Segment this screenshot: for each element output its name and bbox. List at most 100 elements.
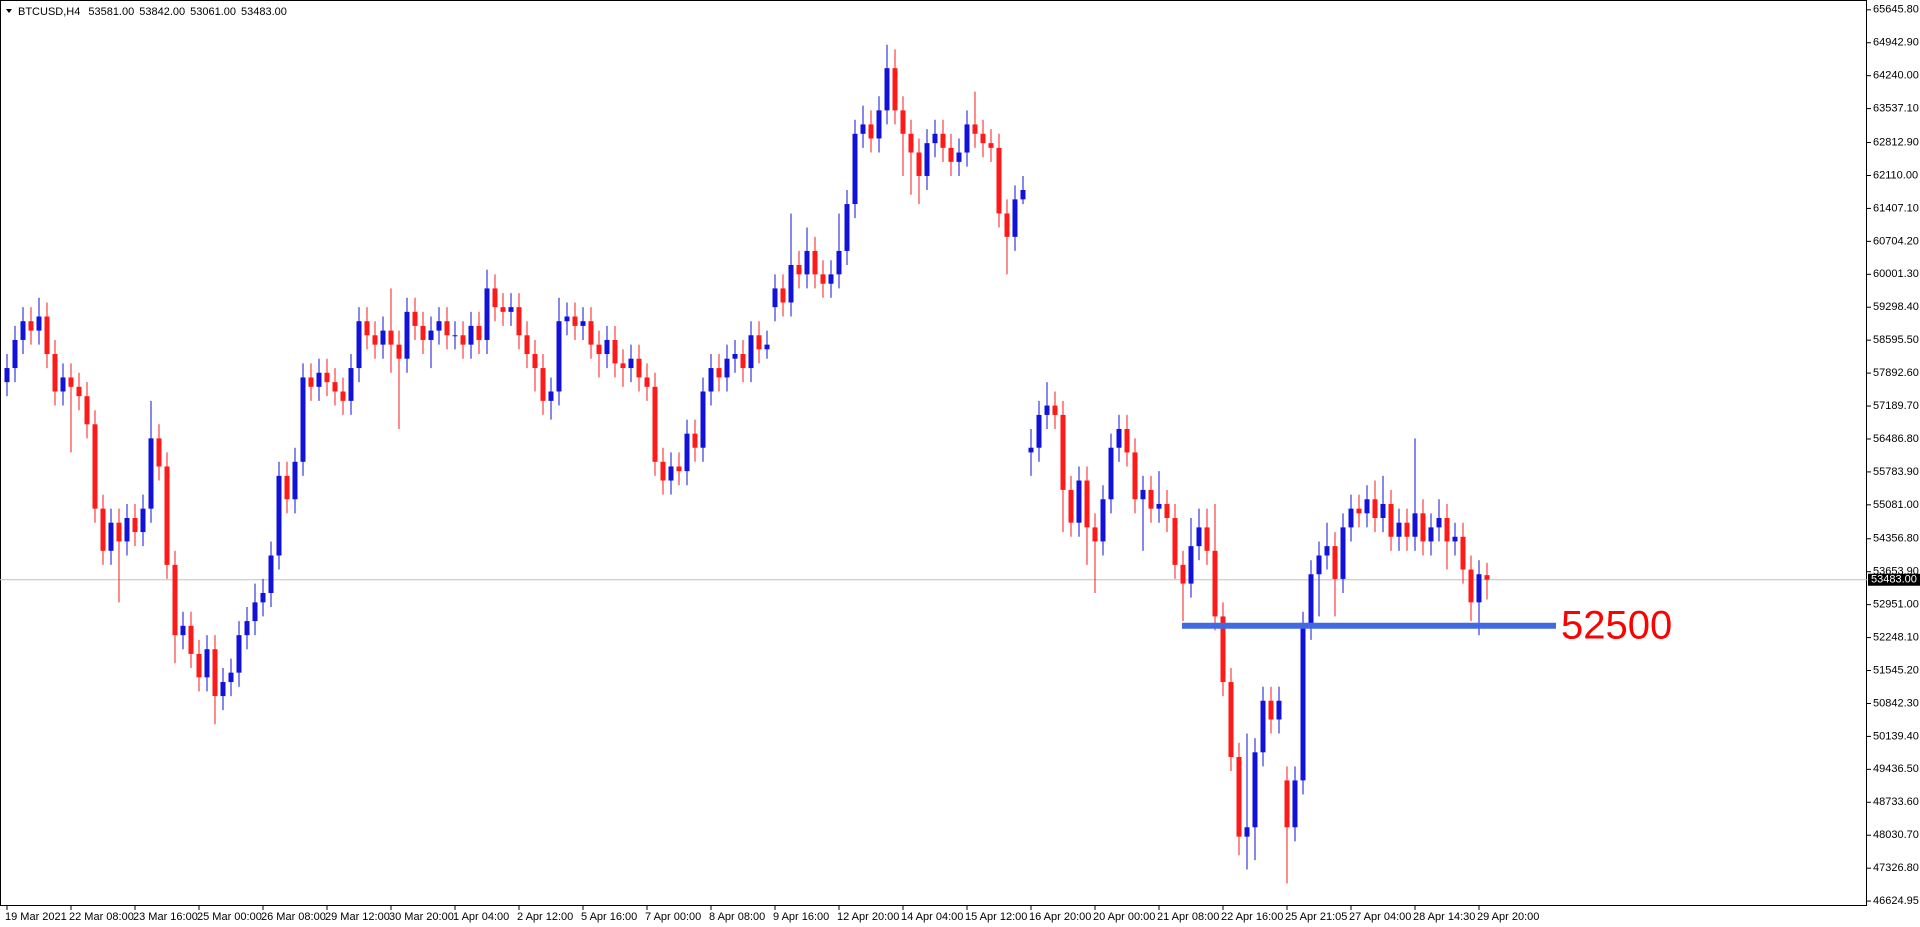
candle-body [628,358,634,369]
y-tick-label: 62110.00 [1873,169,1918,181]
candle-body [284,475,290,500]
candle-body [1228,682,1234,757]
x-tick-label: 9 Apr 16:00 [773,911,829,923]
candle-body [428,330,434,340]
candle-body [708,368,714,392]
candle-body [452,335,458,337]
candle-body [1180,564,1186,584]
candle-body [1428,527,1434,542]
candle-body [604,339,610,355]
x-tick-label: 20 Apr 00:00 [1093,911,1155,923]
candle-body [644,377,650,387]
candle-body [796,264,802,275]
x-tick-label: 12 Apr 20:00 [837,911,899,923]
y-tick-label: 48030.70 [1873,829,1919,841]
candle-body [596,344,602,355]
candle-body [1132,452,1138,500]
candle-body [1140,489,1146,500]
candle-body [716,368,722,378]
candle-body [900,110,906,134]
candle-body [364,321,370,336]
candle-body [812,250,818,275]
candle-body [540,368,546,401]
candle-body [252,602,258,622]
y-tick-label: 65645.80 [1873,4,1919,16]
candle-body [1076,480,1082,523]
candle-body [1348,508,1354,528]
candle-body [1284,780,1290,828]
candle-body [1204,527,1210,551]
candle-body [1244,827,1250,837]
candle-body [140,508,146,533]
header-value: 53581.00 [88,6,134,18]
candle-body [1172,518,1178,565]
candle-body [1252,752,1258,828]
candle-body [1308,574,1314,626]
candle-body [124,518,130,542]
y-tick-label: 64240.00 [1873,70,1919,82]
bid-label: 53483.00 [1871,574,1917,586]
y-tick-label: 64942.90 [1873,37,1919,49]
y-tick-label: 62812.90 [1873,136,1919,148]
y-tick-label: 46624.95 [1873,895,1919,907]
candle-body [1364,499,1370,514]
candle-body [780,288,786,303]
candle-body [1108,447,1114,500]
y-tick-label: 57189.70 [1873,400,1919,412]
y-tick-label: 55081.00 [1873,499,1919,511]
x-tick-label: 25 Apr 21:05 [1285,911,1347,923]
candle-body [1420,513,1426,542]
x-tick-label: 7 Apr 00:00 [645,911,701,923]
candle-body [1092,527,1098,542]
candle-body [316,372,322,387]
y-tick-label: 56486.80 [1873,433,1919,445]
x-tick-label: 19 Mar 2021 [5,911,67,923]
candle-body [1484,575,1490,580]
y-tick-label: 54356.80 [1873,533,1919,545]
candle-body [68,377,74,387]
y-tick-label: 51545.20 [1873,664,1919,676]
candle-body [588,321,594,345]
candle-body [1404,522,1410,537]
candle-body [76,386,82,397]
candle-body [508,307,514,312]
candle-body [60,377,66,392]
candle-body [228,672,234,683]
x-tick-label: 8 Apr 08:00 [709,911,765,923]
candle-body [572,316,578,326]
candle-body [580,321,586,326]
candle-body [828,274,834,284]
candle-body [1084,480,1090,528]
candle-body [532,354,538,369]
candle-body [636,358,642,378]
candle-body [916,152,922,176]
level-label: 52500 [1561,603,1672,647]
candle-body [908,133,914,153]
candle-body [1340,527,1346,579]
candle-body [4,368,10,383]
candle-body [420,325,426,340]
y-tick-label: 63537.10 [1873,103,1919,115]
x-tick-label: 28 Apr 14:30 [1413,911,1475,923]
candle-body [724,358,730,378]
candle-body [380,330,386,345]
y-tick-label: 55783.90 [1873,466,1919,478]
candle-body [956,152,962,162]
candle-body [740,354,746,369]
header-value: 53483.00 [241,6,287,18]
plot-frame [0,0,1867,906]
x-tick-label: 23 Mar 16:00 [133,911,198,923]
candle-body [292,461,298,500]
candle-body [1324,546,1330,556]
candle-body [396,344,402,359]
y-tick-label: 50139.40 [1873,730,1919,742]
y-tick-label: 58595.50 [1873,334,1919,346]
header-value: 53842.00 [139,6,185,18]
candle-body [1236,756,1242,837]
candle-body [1196,527,1202,547]
candle-body [348,368,354,401]
x-tick-label: 21 Apr 08:00 [1157,911,1219,923]
candle-body [1156,503,1162,509]
candle-body [356,321,362,369]
candle-body [668,466,674,481]
